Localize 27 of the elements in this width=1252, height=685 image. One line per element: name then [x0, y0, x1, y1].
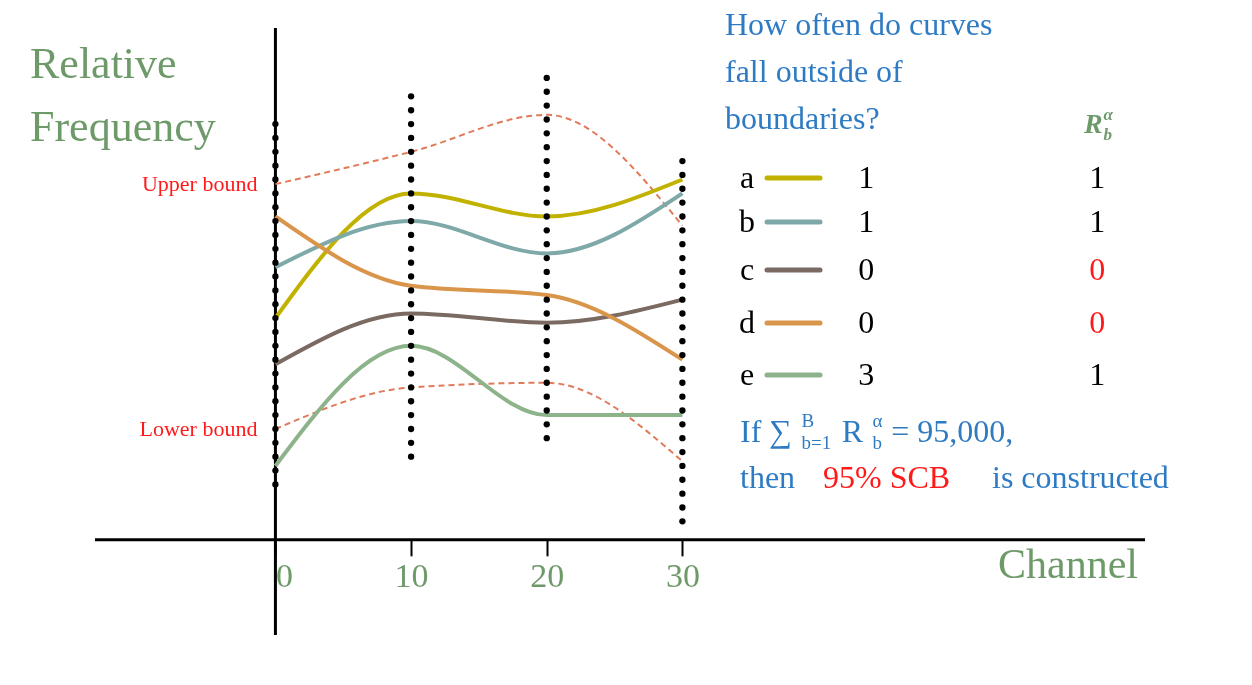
y-axis-title: Relative Frequency	[30, 39, 216, 151]
annotation: 0	[858, 304, 875, 340]
annotation: 3	[858, 356, 875, 392]
annotation: 0	[1089, 304, 1106, 340]
annotation: is constructed	[992, 459, 1169, 495]
legend-label: c	[739, 251, 755, 287]
legend-label: b	[739, 203, 755, 239]
annotation: 1	[858, 159, 875, 195]
annotation: How often do curves fall outside of boundaries?	[725, 6, 993, 136]
x-tick-label: 20	[530, 557, 565, 595]
x-tick-label: 10	[394, 557, 429, 595]
x-axis-title: Channel	[998, 541, 1138, 587]
annotation: 1	[1089, 159, 1106, 195]
annotation: 0	[1089, 251, 1106, 287]
annotation: 1	[1089, 203, 1106, 239]
annotation: Upper bound	[141, 171, 258, 197]
legend-label: e	[739, 356, 755, 392]
legend-label: d	[739, 304, 755, 340]
x-tick-label: 30	[665, 557, 700, 595]
annotation: 95% SCB	[823, 459, 951, 495]
annotation: 0	[858, 251, 875, 287]
annotation: 1	[1089, 356, 1106, 392]
annotation: Lower bound	[139, 415, 258, 441]
legend-label: a	[739, 159, 755, 195]
annotation: 1	[858, 203, 875, 239]
x-tick-label: 0	[275, 557, 293, 595]
annotation: then	[740, 459, 796, 495]
